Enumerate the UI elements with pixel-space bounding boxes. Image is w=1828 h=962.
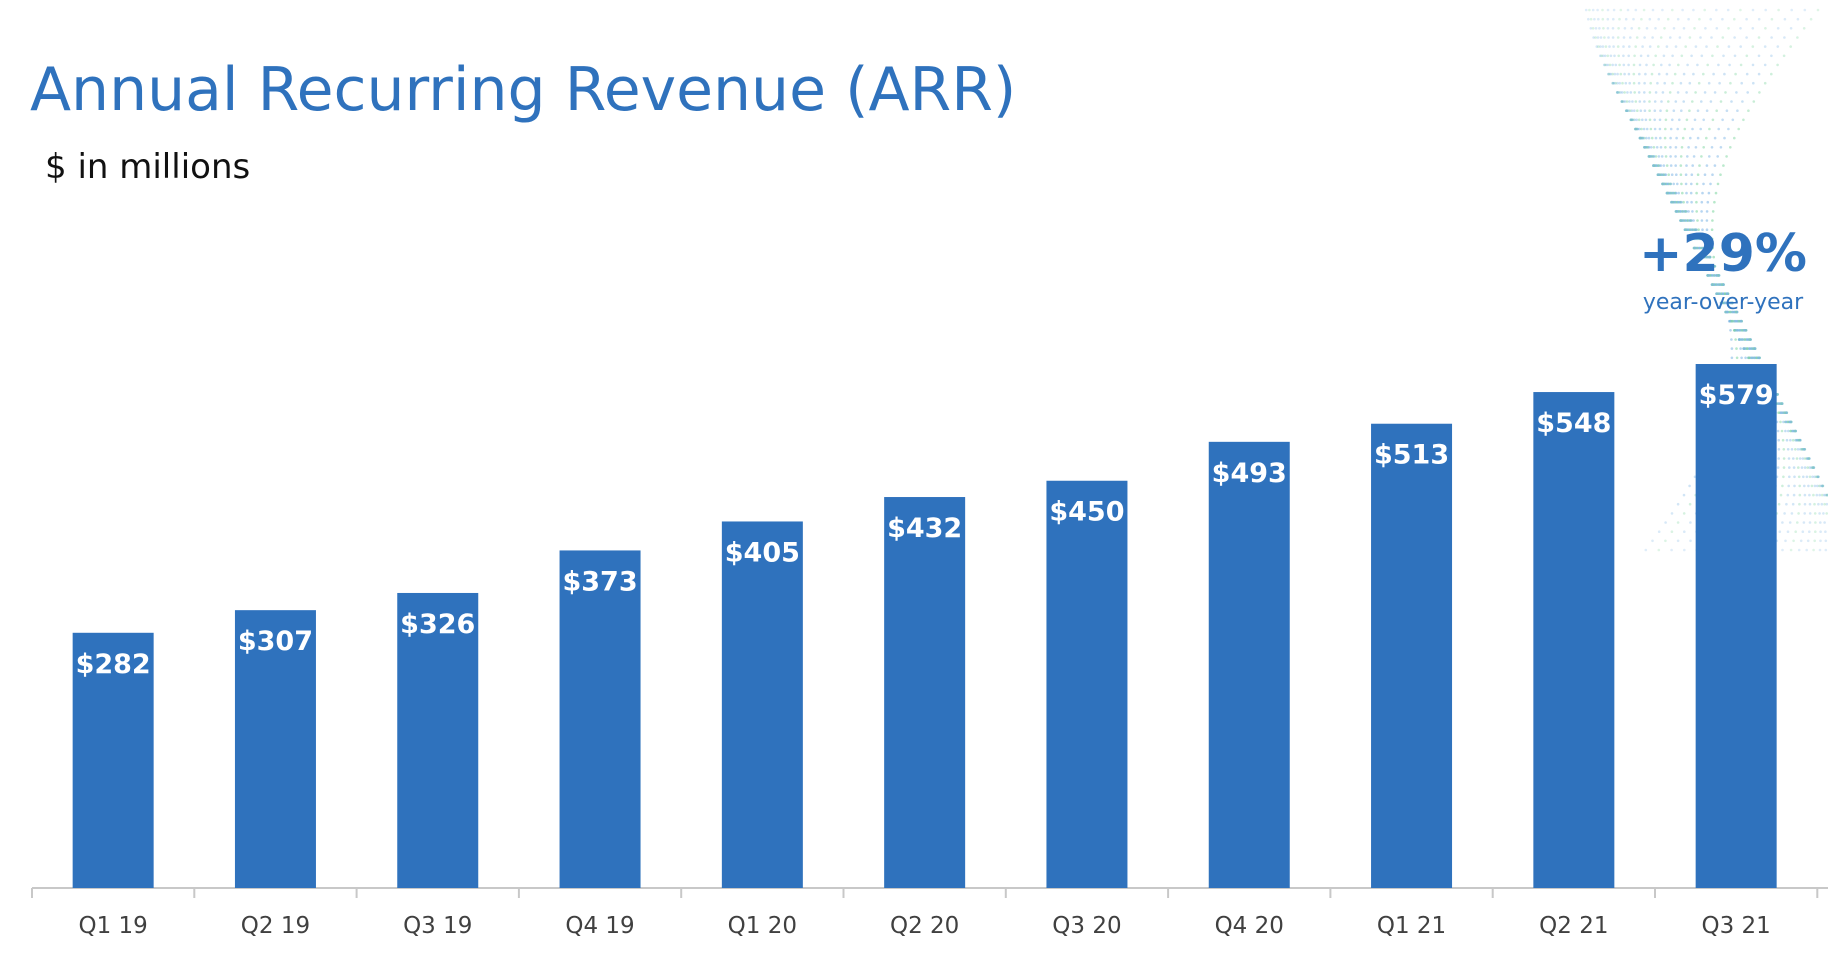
x-tick-label: Q2 21	[1539, 913, 1608, 939]
bar-value-label: $307	[238, 626, 313, 657]
bar-value-label: $373	[562, 566, 637, 597]
bar-q1-19	[72, 632, 154, 888]
page-subtitle: $ in millions	[45, 147, 251, 187]
yoy-growth-label: year-over-year	[1642, 290, 1804, 315]
decorative-dot-pattern	[1584, 8, 1828, 552]
bar-q1-20	[721, 521, 803, 888]
bar-value-label: $579	[1699, 380, 1774, 411]
yoy-callout: +29% year-over-year	[1618, 228, 1828, 315]
x-tick-label: Q2 19	[241, 913, 310, 939]
x-tick-label: Q3 19	[403, 913, 472, 939]
bar-value-label: $282	[76, 649, 151, 680]
bar-value-label: $493	[1212, 458, 1287, 489]
bar-q1-21	[1371, 423, 1453, 888]
bar-value-label: $432	[887, 513, 962, 544]
bar-q4-19	[559, 550, 641, 888]
x-tick-label: Q1 20	[728, 913, 797, 939]
x-tick-label: Q1 19	[78, 913, 147, 939]
x-tick-label: Q4 19	[565, 913, 634, 939]
x-tick-label: Q3 20	[1052, 913, 1121, 939]
bar-q4-20	[1208, 441, 1290, 888]
bar-q3-20	[1046, 480, 1128, 888]
bar-value-label: $450	[1049, 497, 1124, 528]
bar-value-label: $405	[725, 537, 800, 568]
bar-q3-21	[1695, 364, 1777, 888]
x-tick-label: Q1 21	[1377, 913, 1446, 939]
bar-q2-19	[234, 610, 316, 888]
bar-q2-21	[1533, 392, 1615, 888]
bar-q3-19	[397, 592, 479, 888]
bar-value-label: $326	[400, 609, 475, 640]
bar-value-label: $548	[1536, 408, 1611, 439]
bar-value-label: $513	[1374, 440, 1449, 471]
yoy-growth-value: +29%	[1638, 224, 1808, 284]
page-title: Annual Recurring Revenue (ARR)	[30, 55, 1017, 125]
bar-q2-20	[884, 497, 966, 888]
x-tick-label: Q4 20	[1215, 913, 1284, 939]
x-tick-label: Q3 21	[1701, 913, 1770, 939]
x-tick-label: Q2 20	[890, 913, 959, 939]
